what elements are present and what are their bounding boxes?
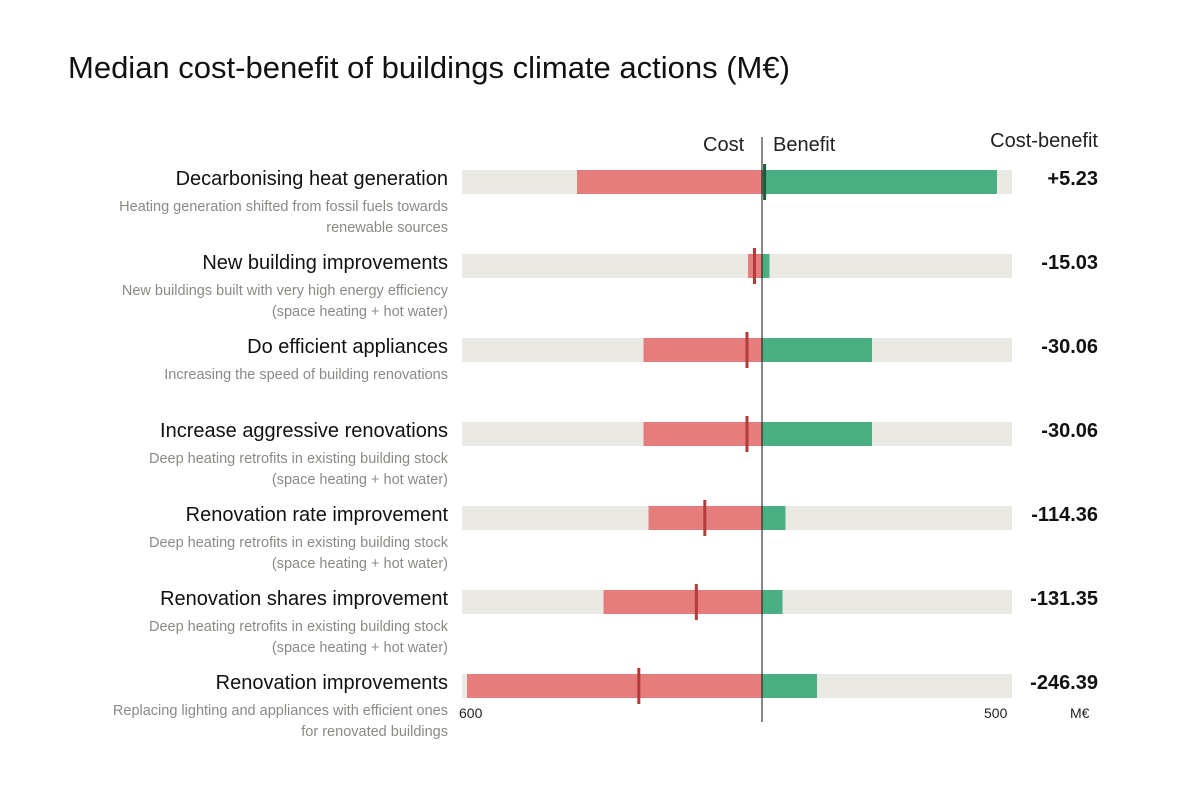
row-description-line: for renovated buildings (301, 724, 448, 740)
row-description-line: renewable sources (326, 220, 448, 236)
row-label: Do efficient appliances Increasing the sp… (28, 335, 448, 386)
row-title: Decarbonising heat generation (175, 168, 448, 190)
row-title: Increase aggressive renovations (160, 420, 448, 442)
row-description: Deep heating retrofits in existing build… (28, 449, 448, 491)
row-description-line: Deep heating retrofits in existing build… (148, 535, 448, 551)
bar-track (462, 254, 1012, 278)
net-marker (637, 668, 641, 704)
net-marker (745, 416, 749, 452)
row-description-line: Increasing the speed of building renovat… (164, 367, 448, 383)
row-description-line: Deep heating retrofits in existing build… (148, 451, 448, 467)
axis-unit: M€ (1070, 705, 1090, 721)
row-label: Increase aggressive renovations Deep heat… (28, 419, 448, 491)
net-marker (745, 332, 749, 368)
row-description: Deep heating retrofits in existing build… (28, 617, 448, 659)
chart-title: Median cost-benefit of buildings climate… (68, 50, 790, 85)
row-description-line: New buildings built with very high energ… (121, 283, 448, 299)
row-description-line: (space heating + hot water) (271, 640, 448, 656)
cost-bar (603, 590, 762, 614)
row-title: Renovation shares improvement (160, 588, 448, 610)
row-label: Renovation rate improvement Deep heating … (28, 503, 448, 575)
net-marker (703, 500, 707, 536)
net-value-label: -30.06 (1041, 336, 1098, 358)
row-description: Increasing the speed of building renovat… (28, 365, 448, 386)
row-label: Renovation improvements Replacing lightin… (28, 671, 448, 743)
benefit-bar (762, 254, 770, 278)
row-description-line: (space heating + hot water) (271, 472, 448, 488)
row-title: Do efficient appliances (247, 336, 448, 358)
row-description: Deep heating retrofits in existing build… (28, 533, 448, 575)
row-description-line: Replacing lighting and appliances with e… (112, 703, 448, 719)
benefit-bar (762, 338, 872, 362)
row-title: Renovation improvements (215, 672, 448, 694)
row-label: New building improvements New buildings b… (28, 251, 448, 323)
net-value-label: -131.35 (1030, 588, 1098, 610)
benefit-header: Benefit (773, 134, 836, 156)
row-label: Renovation shares improvement Deep heatin… (28, 587, 448, 659)
cost-header: Cost (703, 134, 745, 156)
row-title: New building improvements (202, 252, 448, 274)
net-value-label: -114.36 (1031, 504, 1098, 526)
net-value-label: -246.39 (1030, 672, 1098, 694)
cost-bar (643, 338, 762, 362)
row-description-line: Deep heating retrofits in existing build… (148, 619, 448, 635)
net-value-label: -15.03 (1041, 252, 1098, 274)
row-description: Replacing lighting and appliances with e… (28, 701, 448, 743)
row-description-line: (space heating + hot water) (271, 556, 448, 572)
benefit-bar (762, 674, 817, 698)
net-marker (763, 164, 767, 200)
row-description-line: (space heating + hot water) (271, 304, 448, 320)
axis-tick-left: 600 (459, 705, 483, 721)
net-value-label: -30.06 (1041, 420, 1098, 442)
row-label: Decarbonising heat generation Heating gen… (28, 167, 448, 239)
row-description: Heating generation shifted from fossil f… (28, 197, 448, 239)
row-description: New buildings built with very high energ… (28, 281, 448, 323)
benefit-bar (762, 422, 872, 446)
row-description-line: Heating generation shifted from fossil f… (119, 199, 448, 215)
net-marker (694, 584, 698, 620)
benefit-bar (762, 170, 997, 194)
cost-bar (643, 422, 762, 446)
net-marker (752, 248, 756, 284)
cost-bar (577, 170, 762, 194)
benefit-bar (762, 590, 783, 614)
cost-bar (467, 674, 762, 698)
row-title: Renovation rate improvement (185, 504, 448, 526)
net-value-label: +5.23 (1047, 168, 1098, 190)
cost-benefit-header: Cost-benefit (990, 130, 1098, 152)
benefit-bar (762, 506, 786, 530)
axis-tick-right: 500 (984, 705, 1008, 721)
